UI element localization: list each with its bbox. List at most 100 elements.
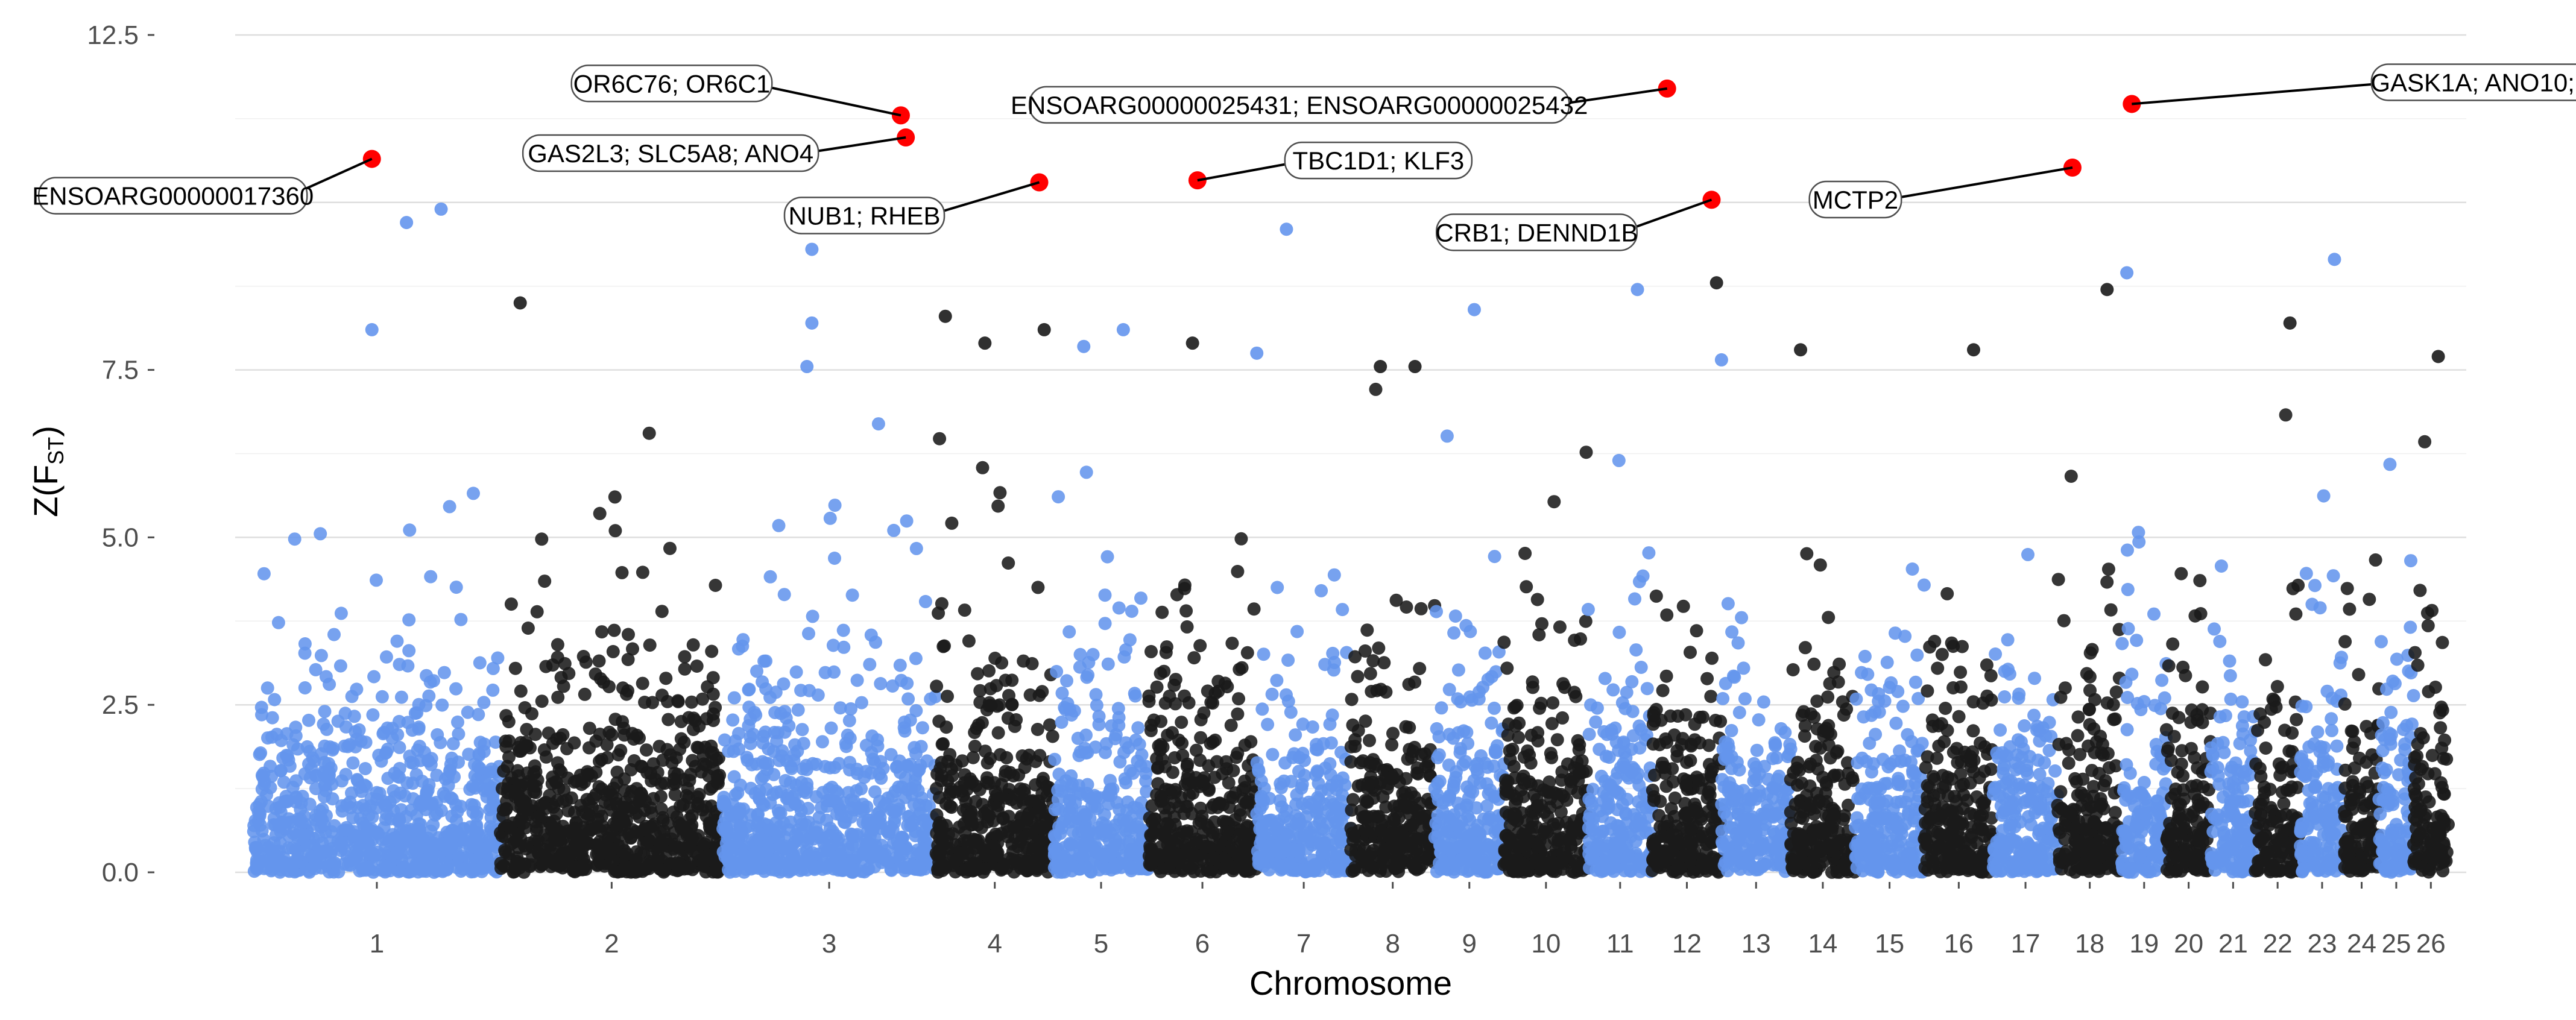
snp-point — [1447, 782, 1460, 796]
snp-point — [953, 846, 967, 860]
snp-point — [1440, 429, 1454, 443]
snp-point — [1646, 737, 1660, 751]
snp-point — [1231, 707, 1245, 721]
snp-point — [634, 760, 648, 773]
snp-point — [415, 799, 429, 813]
snp-point — [1055, 716, 1069, 729]
snp-point — [939, 720, 953, 734]
snp-point — [1020, 813, 1034, 826]
snp-point — [346, 811, 360, 825]
snp-point — [824, 721, 838, 735]
snp-point — [1719, 735, 1732, 749]
x-tick-label: 26 — [2416, 929, 2446, 959]
snp-point — [480, 782, 494, 796]
snp-point — [933, 432, 947, 445]
snp-point — [734, 827, 748, 841]
snp-point — [1204, 865, 1217, 879]
snp-point — [1123, 633, 1137, 647]
snp-point — [971, 667, 985, 681]
snp-point — [551, 650, 564, 664]
snp-point — [935, 597, 949, 611]
snp-point — [1363, 734, 1376, 748]
snp-point — [1532, 628, 1546, 641]
snp-point — [1684, 737, 1698, 751]
snp-point — [1506, 742, 1520, 756]
snp-point — [499, 709, 513, 723]
x-tick-label: 5 — [1094, 929, 1108, 959]
snp-point — [1108, 833, 1122, 847]
snp-point — [1430, 605, 1443, 619]
snp-point — [579, 824, 593, 838]
snp-point — [1270, 673, 1284, 687]
snp-point — [551, 690, 565, 704]
snp-point — [1254, 774, 1268, 788]
snp-point — [900, 676, 914, 690]
snp-point — [666, 805, 680, 819]
snp-point — [518, 701, 532, 714]
snp-point — [449, 581, 463, 594]
snp-point — [1691, 773, 1705, 787]
snp-point — [1611, 803, 1624, 816]
snp-point — [265, 711, 279, 725]
snp-point — [254, 746, 268, 760]
snp-point — [264, 843, 277, 857]
snp-point — [1735, 611, 1749, 625]
snp-point — [1612, 453, 1626, 467]
snp-point — [1072, 786, 1085, 800]
snp-point — [439, 852, 453, 866]
snp-point — [405, 723, 419, 737]
snp-point — [1478, 861, 1492, 875]
snp-point — [1624, 766, 1638, 779]
snp-point — [1098, 617, 1112, 631]
snp-point — [757, 864, 771, 878]
snp-point — [845, 588, 859, 602]
snp-point — [1090, 698, 1103, 712]
snp-point — [1281, 694, 1295, 708]
snp-point — [941, 690, 954, 704]
snp-point — [836, 623, 850, 637]
snp-point — [611, 748, 625, 762]
snp-point — [756, 736, 770, 750]
snp-point — [1131, 820, 1144, 834]
snp-point — [1005, 793, 1018, 807]
snp-point — [1520, 580, 1533, 594]
snp-point — [886, 823, 900, 837]
snp-point — [1101, 657, 1115, 671]
snp-point — [684, 767, 698, 781]
snp-point — [657, 865, 671, 879]
snp-point — [508, 861, 522, 875]
snp-point — [394, 690, 408, 704]
snp-point — [424, 570, 438, 584]
snp-point — [874, 771, 888, 785]
snp-point — [733, 857, 747, 870]
snp-point — [865, 729, 879, 743]
snp-point — [1489, 746, 1502, 760]
snp-point — [1547, 495, 1561, 509]
snp-point — [367, 670, 381, 684]
snp-point — [763, 690, 777, 704]
snp-point — [1467, 773, 1481, 787]
snp-point — [863, 658, 877, 672]
snp-point — [673, 743, 687, 756]
snp-point — [1207, 798, 1220, 811]
snp-point — [1015, 749, 1029, 763]
snp-point — [1359, 714, 1372, 728]
snp-point — [560, 793, 573, 807]
snp-point — [768, 706, 782, 719]
snp-point — [1625, 675, 1639, 688]
snp-point — [973, 696, 987, 710]
snp-point — [646, 845, 660, 859]
snp-point — [1778, 726, 1792, 740]
snp-point — [1550, 733, 1564, 747]
snp-point — [1052, 767, 1066, 781]
snp-point — [1366, 654, 1380, 668]
snp-point — [520, 739, 534, 753]
snp-point — [1399, 720, 1413, 734]
snp-point — [983, 752, 997, 766]
snp-point — [1269, 857, 1283, 871]
snp-point — [271, 615, 285, 629]
snp-point — [1600, 788, 1614, 802]
snp-point — [772, 518, 786, 532]
snp-point — [1083, 811, 1097, 825]
snp-point — [1678, 796, 1692, 810]
